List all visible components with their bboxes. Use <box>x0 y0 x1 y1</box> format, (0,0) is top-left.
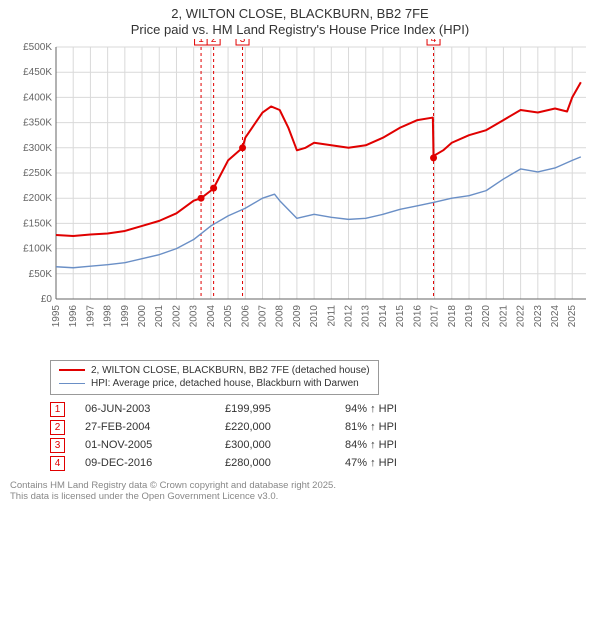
svg-text:2005: 2005 <box>223 304 234 327</box>
svg-text:2021: 2021 <box>498 304 509 327</box>
svg-text:2019: 2019 <box>464 304 475 327</box>
sale-price: £280,000 <box>225 457 345 469</box>
svg-text:2008: 2008 <box>275 304 286 327</box>
sales-table: 1 06-JUN-2003 £199,995 94% ↑ HPI 2 27-FE… <box>50 399 590 474</box>
page-title: 2, WILTON CLOSE, BLACKBURN, BB2 7FE Pric… <box>10 6 590 39</box>
svg-text:2011: 2011 <box>326 304 337 326</box>
legend-swatch <box>59 383 85 384</box>
disclaimer-line: Contains HM Land Registry data © Crown c… <box>10 480 590 492</box>
sale-ratio: 47% ↑ HPI <box>345 457 465 469</box>
sale-date: 09-DEC-2016 <box>85 457 225 469</box>
svg-text:2000: 2000 <box>137 304 148 327</box>
sale-marker-icon: 3 <box>50 438 65 453</box>
table-row: 2 27-FEB-2004 £220,000 81% ↑ HPI <box>50 420 590 435</box>
legend-item: 2, WILTON CLOSE, BLACKBURN, BB2 7FE (det… <box>59 364 370 378</box>
svg-text:3: 3 <box>240 39 246 45</box>
svg-text:£50K: £50K <box>29 268 53 279</box>
sale-marker-icon: 1 <box>50 402 65 417</box>
sale-marker-icon: 4 <box>50 456 65 471</box>
svg-text:£100K: £100K <box>23 243 52 254</box>
sale-marker-icon: 2 <box>50 420 65 435</box>
svg-text:2003: 2003 <box>189 304 200 327</box>
svg-text:2020: 2020 <box>481 304 492 327</box>
svg-text:1997: 1997 <box>85 304 96 327</box>
svg-text:2: 2 <box>211 39 217 45</box>
svg-text:2002: 2002 <box>171 304 182 327</box>
svg-text:4: 4 <box>431 39 437 45</box>
svg-text:£450K: £450K <box>23 67 52 78</box>
legend-label: 2, WILTON CLOSE, BLACKBURN, BB2 7FE (det… <box>91 364 370 378</box>
title-line1: 2, WILTON CLOSE, BLACKBURN, BB2 7FE <box>10 6 590 22</box>
svg-text:2022: 2022 <box>516 304 527 327</box>
svg-text:2016: 2016 <box>412 304 423 327</box>
svg-text:2010: 2010 <box>309 304 320 327</box>
disclaimer: Contains HM Land Registry data © Crown c… <box>10 480 590 504</box>
sale-date: 27-FEB-2004 <box>85 421 225 433</box>
svg-text:1996: 1996 <box>68 304 79 327</box>
svg-text:1995: 1995 <box>51 304 62 327</box>
legend-swatch <box>59 369 85 371</box>
svg-text:2015: 2015 <box>395 304 406 327</box>
svg-text:£500K: £500K <box>23 42 52 53</box>
legend: 2, WILTON CLOSE, BLACKBURN, BB2 7FE (det… <box>50 360 379 395</box>
svg-text:£250K: £250K <box>23 168 52 179</box>
svg-text:2023: 2023 <box>533 304 544 327</box>
svg-text:2001: 2001 <box>154 304 165 327</box>
svg-text:2009: 2009 <box>292 304 303 327</box>
svg-text:£200K: £200K <box>23 193 52 204</box>
sale-date: 06-JUN-2003 <box>85 403 225 415</box>
sale-ratio: 81% ↑ HPI <box>345 421 465 433</box>
svg-text:1999: 1999 <box>120 304 131 327</box>
svg-text:1998: 1998 <box>103 304 114 327</box>
svg-text:£350K: £350K <box>23 117 52 128</box>
svg-text:2006: 2006 <box>240 304 251 327</box>
sale-date: 01-NOV-2005 <box>85 439 225 451</box>
svg-text:£300K: £300K <box>23 142 52 153</box>
svg-text:2017: 2017 <box>430 304 441 327</box>
title-line2: Price paid vs. HM Land Registry's House … <box>10 22 590 38</box>
svg-text:2004: 2004 <box>206 304 217 327</box>
price-chart: £0 £50K £100K £150K £200K £250K £300K £350K £400… <box>10 39 590 356</box>
sale-ratio: 94% ↑ HPI <box>345 403 465 415</box>
svg-text:2007: 2007 <box>257 304 268 327</box>
svg-text:2013: 2013 <box>361 304 372 327</box>
table-row: 4 09-DEC-2016 £280,000 47% ↑ HPI <box>50 456 590 471</box>
sale-ratio: 84% ↑ HPI <box>345 439 465 451</box>
svg-text:2025: 2025 <box>567 304 578 327</box>
disclaimer-line: This data is licensed under the Open Gov… <box>10 491 590 503</box>
sale-price: £300,000 <box>225 439 345 451</box>
svg-text:1: 1 <box>198 39 204 45</box>
svg-text:2024: 2024 <box>550 304 561 327</box>
table-row: 1 06-JUN-2003 £199,995 94% ↑ HPI <box>50 402 590 417</box>
svg-text:£150K: £150K <box>23 218 52 229</box>
sale-price: £199,995 <box>225 403 345 415</box>
svg-text:2012: 2012 <box>344 304 355 327</box>
legend-label: HPI: Average price, detached house, Blac… <box>91 377 359 391</box>
svg-text:2018: 2018 <box>447 304 458 327</box>
svg-text:£0: £0 <box>41 294 53 305</box>
svg-text:£400K: £400K <box>23 92 52 103</box>
svg-text:2014: 2014 <box>378 304 389 327</box>
table-row: 3 01-NOV-2005 £300,000 84% ↑ HPI <box>50 438 590 453</box>
sale-price: £220,000 <box>225 421 345 433</box>
legend-item: HPI: Average price, detached house, Blac… <box>59 377 370 391</box>
